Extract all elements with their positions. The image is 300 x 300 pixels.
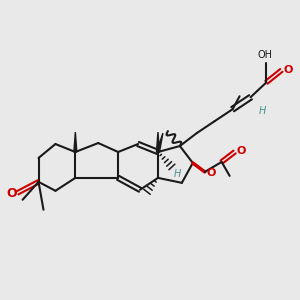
Polygon shape	[157, 133, 163, 152]
Text: O: O	[6, 187, 16, 200]
Polygon shape	[157, 132, 160, 152]
Text: H: H	[259, 106, 266, 116]
Text: O: O	[284, 65, 293, 75]
Text: OH: OH	[258, 50, 273, 60]
Text: H: H	[174, 169, 181, 179]
Text: O: O	[237, 146, 246, 156]
Polygon shape	[74, 132, 77, 152]
Text: O: O	[207, 168, 216, 178]
